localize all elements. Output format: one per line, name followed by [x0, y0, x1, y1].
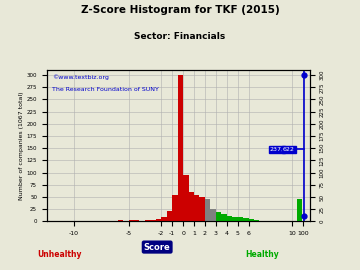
- Bar: [134, 220, 139, 221]
- Bar: [238, 218, 243, 221]
- Bar: [161, 218, 167, 221]
- Bar: [254, 220, 260, 221]
- Text: Sector: Financials: Sector: Financials: [134, 32, 226, 41]
- Bar: [150, 220, 156, 221]
- Text: The Research Foundation of SUNY: The Research Foundation of SUNY: [52, 87, 159, 92]
- Bar: [297, 200, 302, 221]
- Text: Healthy: Healthy: [246, 250, 279, 259]
- Text: Unhealthy: Unhealthy: [38, 250, 82, 259]
- Text: Z-Score Histogram for TKF (2015): Z-Score Histogram for TKF (2015): [81, 5, 279, 15]
- Bar: [210, 209, 216, 221]
- Bar: [189, 192, 194, 221]
- Bar: [216, 212, 221, 221]
- Bar: [167, 211, 172, 221]
- Bar: [221, 214, 227, 221]
- Bar: [205, 200, 210, 221]
- Bar: [177, 75, 183, 221]
- Bar: [156, 219, 161, 221]
- Bar: [227, 215, 232, 221]
- Bar: [194, 195, 199, 221]
- Text: Score: Score: [144, 242, 171, 252]
- Bar: [232, 217, 238, 221]
- Y-axis label: Number of companies (1067 total): Number of companies (1067 total): [19, 92, 24, 200]
- Bar: [172, 195, 177, 221]
- Bar: [118, 220, 123, 221]
- Bar: [145, 220, 150, 221]
- Bar: [243, 218, 248, 221]
- Bar: [183, 175, 189, 221]
- Text: 237,: 237,: [270, 147, 284, 152]
- Bar: [199, 197, 205, 221]
- Bar: [248, 219, 254, 221]
- Text: ©www.textbiz.org: ©www.textbiz.org: [52, 75, 109, 80]
- Bar: [129, 220, 134, 221]
- Text: 622: 622: [283, 147, 295, 152]
